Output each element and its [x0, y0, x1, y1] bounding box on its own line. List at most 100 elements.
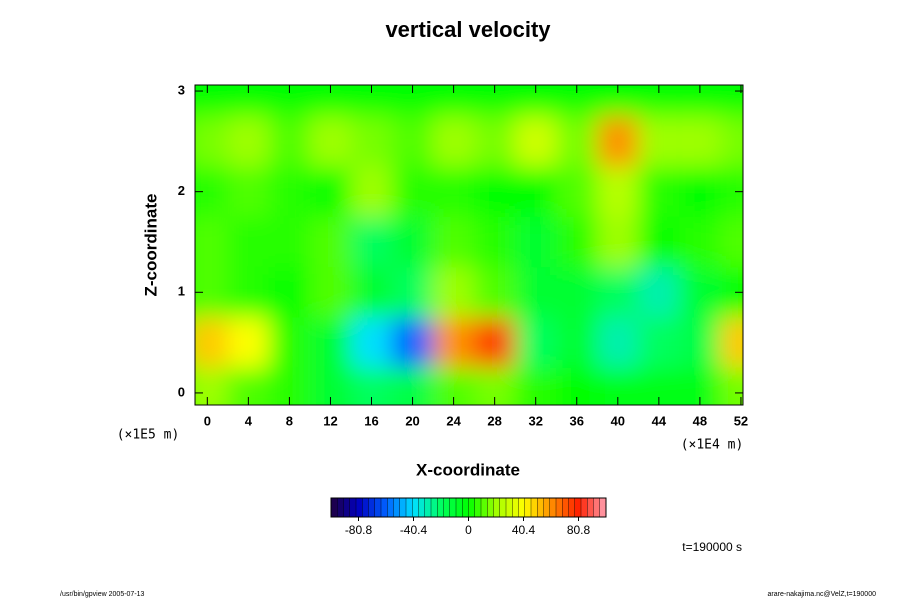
colorbar-swatch: [518, 497, 526, 518]
colorbar-swatch: [355, 497, 363, 518]
colorbar-swatch: [362, 497, 370, 518]
heat-cell: [638, 317, 680, 368]
y-tick-label: 1: [178, 284, 185, 299]
heat-cell: [433, 317, 475, 368]
heat-cell: [350, 216, 393, 268]
heat-cell: [392, 367, 434, 405]
x-tick-label: 24: [446, 413, 461, 428]
y-unit: (×1E5 m): [117, 428, 180, 443]
heat-cell: [720, 317, 743, 368]
colorbar-swatch: [374, 497, 382, 518]
heat-cell: [556, 317, 598, 368]
heat-cell: [227, 367, 269, 405]
x-tick-label: 32: [528, 413, 542, 428]
colorbar-swatch: [487, 497, 495, 518]
heat-cell: [679, 317, 721, 368]
x-tick-label: 8: [286, 413, 293, 428]
field: [195, 85, 743, 405]
colorbar-swatch: [562, 497, 570, 518]
heat-cell: [195, 116, 228, 167]
heat-cell: [597, 166, 639, 217]
colorbar-swatch: [580, 497, 588, 518]
colorbar-swatch: [499, 497, 507, 518]
colorbar-swatch: [349, 497, 357, 518]
x-tick-label: 36: [570, 413, 584, 428]
time-label: t=190000 s: [682, 540, 742, 554]
heat-cell: [433, 367, 475, 405]
heat-cell: [392, 166, 434, 217]
heat-cell: [515, 267, 557, 318]
heat-cell: [597, 317, 639, 368]
x-tick-label: 28: [487, 413, 501, 428]
heat-cell: [556, 367, 598, 405]
heat-cell: [638, 267, 680, 318]
colorbar-swatch: [555, 497, 563, 518]
heat-cell: [433, 116, 475, 167]
heat-cell: [350, 166, 393, 217]
colorbar-swatch: [568, 497, 576, 518]
colorbar-swatch: [399, 497, 407, 518]
heat-cell: [195, 85, 228, 117]
chart-title: vertical velocity: [385, 17, 551, 42]
heat-cell: [597, 367, 639, 405]
x-axis-label: X-coordinate: [416, 460, 520, 479]
heat-cell: [268, 267, 310, 318]
heat-cell: [720, 85, 743, 117]
colorbar-swatch: [474, 497, 482, 518]
heat-cell: [597, 267, 639, 318]
heat-cell: [392, 267, 434, 318]
heat-cell: [195, 216, 228, 268]
colorbar-swatch: [599, 497, 607, 518]
colorbar-swatch: [380, 497, 388, 518]
heat-cell: [515, 116, 557, 167]
heat-cell: [679, 166, 721, 217]
x-tick-label: 20: [405, 413, 419, 428]
colorbar-swatch: [443, 497, 451, 518]
colorbar-swatch: [437, 497, 445, 518]
footer-right: arare-nakajima.nc@VelZ,t=190000: [768, 591, 877, 598]
colorbar-swatch: [424, 497, 432, 518]
colorbar-swatch: [449, 497, 457, 518]
colorbar-tick-label: -40.4: [400, 523, 428, 537]
colorbar-swatch: [543, 497, 551, 518]
x-tick-label: 0: [204, 413, 211, 428]
heat-cell: [309, 267, 351, 318]
heat-cell: [515, 367, 557, 405]
colorbar-swatch: [393, 497, 401, 518]
heat-cell: [515, 166, 557, 217]
heat-cell: [309, 317, 351, 368]
heat-cell: [638, 116, 680, 167]
colorbar-swatch: [537, 497, 545, 518]
heat-cell: [309, 166, 351, 217]
colorbar-swatch: [512, 497, 520, 518]
heat-cell: [392, 317, 434, 368]
heat-cell: [268, 317, 310, 368]
colorbar-swatch: [462, 497, 470, 518]
y-tick-label: 0: [178, 384, 185, 399]
x-tick-label: 4: [245, 413, 253, 428]
colorbar-swatch: [368, 497, 376, 518]
heat-cell: [474, 267, 516, 318]
colorbar-swatch: [524, 497, 532, 518]
heat-cell: [638, 166, 680, 217]
heat-cell: [679, 267, 721, 318]
colorbar-swatch: [330, 497, 338, 518]
colorbar-swatch: [387, 497, 395, 518]
heat-cell: [597, 216, 639, 268]
heat-cell: [392, 216, 434, 268]
heat-cell: [350, 267, 393, 318]
heat-cell: [195, 317, 228, 368]
heat-cell: [556, 166, 598, 217]
heat-cell: [474, 116, 516, 167]
y-tick-label: 2: [178, 183, 185, 198]
y-axis-label: Z-coordinate: [141, 194, 160, 297]
colorbar-tick-label: 0: [465, 523, 472, 537]
heat-cell: [556, 116, 598, 167]
heat-cell: [195, 166, 228, 217]
x-tick-label: 16: [364, 413, 378, 428]
colorbar-tick-label: -80.8: [345, 523, 373, 537]
heat-cell: [474, 166, 516, 217]
heat-cell: [515, 317, 557, 368]
heat-cell: [268, 367, 310, 405]
